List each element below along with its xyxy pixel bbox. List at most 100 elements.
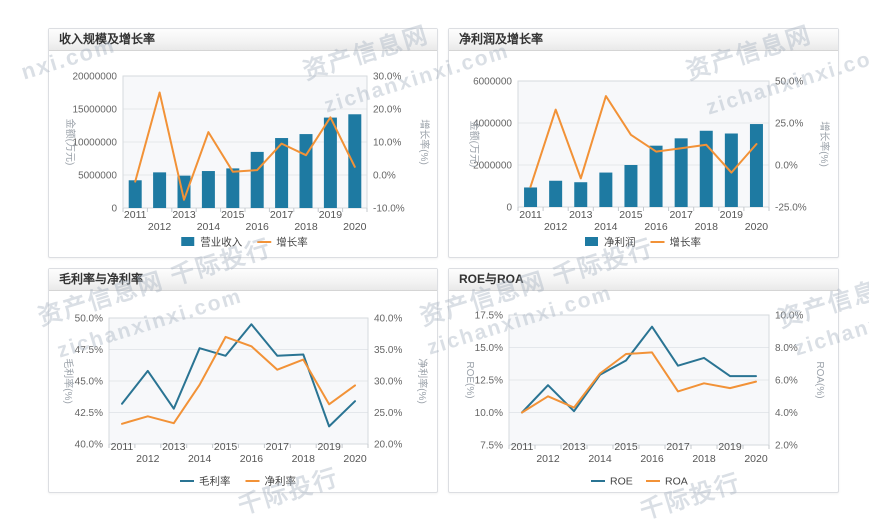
svg-text:4000000: 4000000 [473, 119, 512, 130]
svg-text:20.0%: 20.0% [374, 440, 402, 451]
svg-text:2018: 2018 [695, 221, 719, 233]
svg-text:40.0%: 40.0% [374, 314, 402, 325]
svg-text:2011: 2011 [519, 209, 542, 221]
svg-text:2013: 2013 [569, 209, 593, 221]
svg-text:7.5%: 7.5% [480, 441, 503, 452]
svg-text:2012: 2012 [148, 221, 172, 233]
svg-text:35.0%: 35.0% [374, 345, 402, 356]
svg-text:-25.0%: -25.0% [775, 203, 807, 214]
svg-text:45.0%: 45.0% [75, 377, 103, 388]
svg-text:2016: 2016 [240, 453, 264, 465]
margins-title: 毛利率与净利率 [49, 269, 437, 291]
svg-text:2013: 2013 [562, 441, 586, 453]
svg-text:0.0%: 0.0% [373, 171, 396, 182]
svg-text:12.5%: 12.5% [475, 376, 503, 387]
svg-text:ROA: ROA [665, 476, 688, 488]
svg-text:2015: 2015 [214, 441, 238, 453]
legend-item-line-0[interactable]: 毛利率 [180, 475, 231, 488]
revenue-growth-title: 收入规模及增长率 [49, 29, 437, 51]
svg-text:增长率: 增长率 [670, 236, 702, 249]
svg-text:2013: 2013 [172, 209, 196, 221]
svg-text:2016: 2016 [644, 221, 668, 233]
svg-text:2016: 2016 [246, 221, 270, 233]
svg-text:2015: 2015 [614, 441, 638, 453]
svg-text:2017: 2017 [266, 441, 290, 453]
svg-text:2017: 2017 [270, 209, 294, 221]
svg-text:5000000: 5000000 [78, 171, 117, 182]
svg-text:2015: 2015 [221, 209, 245, 221]
svg-text:ROE(%): ROE(%) [464, 361, 475, 398]
svg-text:25.0%: 25.0% [775, 119, 803, 130]
svg-text:10.0%: 10.0% [475, 408, 503, 419]
svg-text:毛利率: 毛利率 [199, 475, 231, 488]
svg-text:2018: 2018 [692, 453, 716, 465]
svg-text:30.0%: 30.0% [374, 377, 402, 388]
svg-text:47.5%: 47.5% [75, 345, 103, 356]
svg-text:ROE: ROE [610, 476, 633, 488]
revenue-growth-chart: 20000000 30.0% 15000000 20.0% 10000000 10.0% 5… [64, 72, 431, 249]
svg-text:2020: 2020 [343, 221, 367, 233]
svg-text:2000000: 2000000 [473, 161, 512, 172]
svg-text:20000000: 20000000 [73, 72, 118, 83]
svg-text:ROA(%): ROA(%) [814, 361, 825, 398]
svg-text:2011: 2011 [511, 441, 534, 453]
svg-text:50.0%: 50.0% [75, 314, 103, 325]
svg-text:0: 0 [111, 204, 117, 215]
svg-text:10.0%: 10.0% [775, 311, 803, 322]
svg-text:2014: 2014 [197, 221, 221, 233]
roe-roa-chart: 17.5% 10.0% 15.0% 8.0% 12.5% 6.0% 10.0% 4.0% 7.5… [464, 311, 825, 488]
svg-text:20.0%: 20.0% [373, 105, 401, 116]
panel-margins: 毛利率与净利率 50.0% 40.0% 47.5% 35.0% 45.0% 30.0% 42… [48, 268, 438, 493]
svg-text:2020: 2020 [745, 221, 769, 233]
svg-text:17.5%: 17.5% [475, 311, 503, 322]
legend-item-line-1[interactable]: 净利率 [245, 475, 297, 488]
svg-text:-10.0%: -10.0% [373, 204, 405, 215]
svg-text:10.0%: 10.0% [373, 138, 401, 149]
svg-text:2014: 2014 [594, 221, 618, 233]
svg-text:2017: 2017 [669, 209, 693, 221]
svg-text:金额(万元): 金额(万元) [64, 119, 77, 166]
svg-text:2020: 2020 [744, 453, 768, 465]
svg-text:2011: 2011 [124, 209, 147, 221]
svg-text:8.0%: 8.0% [775, 343, 798, 354]
svg-text:2012: 2012 [136, 453, 160, 465]
svg-text:2017: 2017 [666, 441, 690, 453]
svg-text:2011: 2011 [111, 441, 134, 453]
panel-revenue-growth: 收入规模及增长率 20000000 30.0% 15000000 20.0% 10000… [48, 28, 438, 258]
svg-text:2012: 2012 [544, 221, 568, 233]
legend-item-line-1[interactable]: ROA [646, 476, 688, 488]
svg-text:40.0%: 40.0% [75, 440, 103, 451]
legend-item-bar-0[interactable]: 净利润 [585, 236, 636, 249]
svg-text:2020: 2020 [343, 453, 367, 465]
svg-text:6.0%: 6.0% [775, 376, 798, 387]
svg-text:增长率(%): 增长率(%) [818, 121, 831, 167]
svg-text:营业收入: 营业收入 [200, 236, 242, 249]
svg-text:2014: 2014 [588, 453, 612, 465]
svg-text:2014: 2014 [188, 453, 212, 465]
svg-text:2018: 2018 [292, 453, 316, 465]
svg-text:42.5%: 42.5% [75, 408, 103, 419]
legend-item-line-1[interactable]: 增长率 [650, 236, 702, 249]
svg-text:增长率(%): 增长率(%) [418, 119, 431, 165]
svg-text:2013: 2013 [162, 441, 186, 453]
svg-text:2019: 2019 [317, 441, 341, 453]
net-profit-growth-title: 净利润及增长率 [449, 29, 838, 51]
svg-text:2015: 2015 [619, 209, 643, 221]
svg-text:2.0%: 2.0% [775, 441, 798, 452]
svg-text:10000000: 10000000 [73, 138, 118, 149]
svg-text:2018: 2018 [294, 221, 318, 233]
roe-roa-title: ROE与ROA [449, 269, 838, 291]
svg-text:2019: 2019 [720, 209, 744, 221]
legend-item-line-0[interactable]: ROE [591, 476, 633, 488]
svg-text:金额(万元): 金额(万元) [468, 121, 481, 168]
svg-text:50.0%: 50.0% [775, 77, 803, 88]
legend-item-bar-0[interactable]: 营业收入 [181, 236, 243, 249]
svg-text:15.0%: 15.0% [475, 343, 503, 354]
svg-text:毛利率(%): 毛利率(%) [62, 358, 75, 404]
net-profit-growth-chart: 6000000 50.0% 4000000 25.0% 2000000 0.0% 0 -25.… [468, 77, 831, 249]
legend-item-line-1[interactable]: 增长率 [257, 236, 308, 249]
margins-chart: 50.0% 40.0% 47.5% 35.0% 45.0% 30.0% 42.5% 25.0%… [62, 314, 429, 488]
svg-text:净利率: 净利率 [265, 475, 297, 488]
panel-net-profit-growth: 净利润及增长率 6000000 50.0% 4000000 25.0% 2000000 0… [448, 28, 839, 258]
